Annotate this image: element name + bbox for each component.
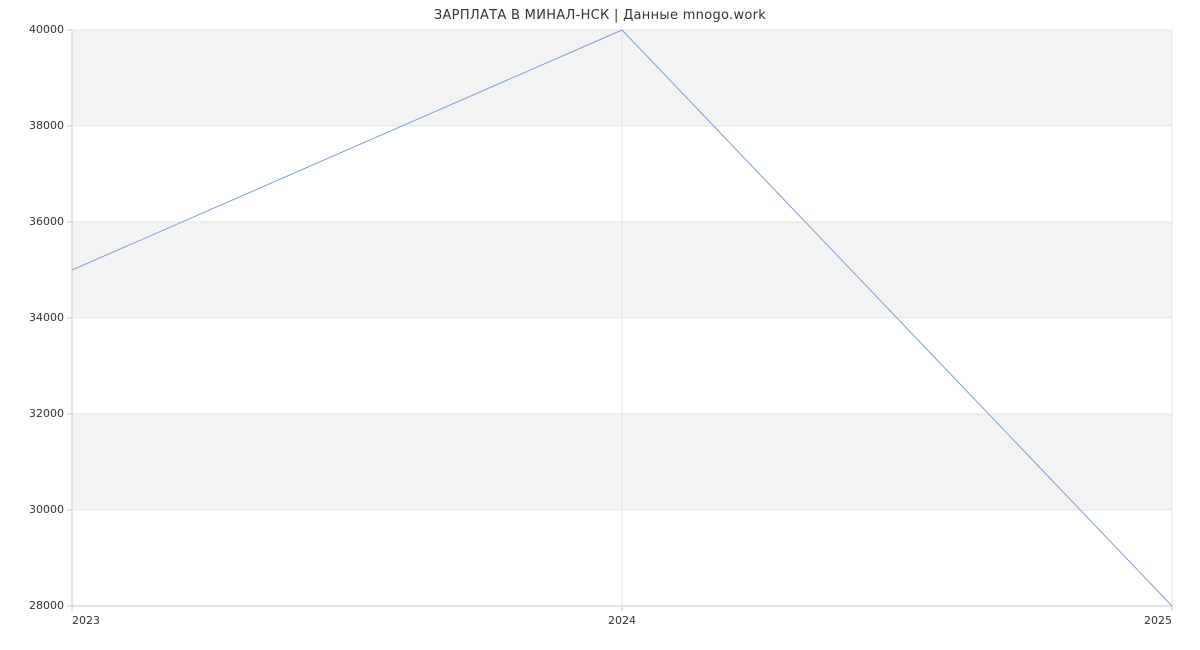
salary-line-chart: ЗАРПЛАТА В МИНАЛ-НСК | Данные mnogo.work… xyxy=(0,0,1200,650)
x-tick-label: 2023 xyxy=(72,614,100,627)
y-tick-label: 36000 xyxy=(29,215,64,228)
y-tick-label: 30000 xyxy=(29,503,64,516)
y-tick-label: 38000 xyxy=(29,119,64,132)
x-tick-label: 2024 xyxy=(608,614,636,627)
y-tick-label: 34000 xyxy=(29,311,64,324)
chart-plot-svg xyxy=(0,0,1200,650)
y-tick-label: 32000 xyxy=(29,407,64,420)
y-tick-label: 40000 xyxy=(29,23,64,36)
chart-title: ЗАРПЛАТА В МИНАЛ-НСК | Данные mnogo.work xyxy=(0,8,1200,23)
x-tick-label: 2025 xyxy=(1144,614,1172,627)
y-tick-label: 28000 xyxy=(29,599,64,612)
